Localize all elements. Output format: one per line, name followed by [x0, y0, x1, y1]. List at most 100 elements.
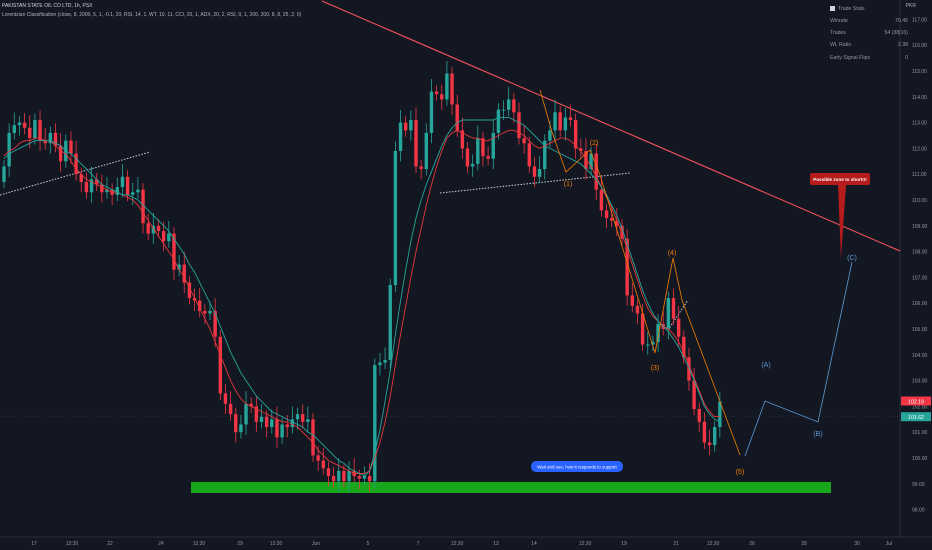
candle-body [259, 416, 264, 422]
candle-body [682, 336, 686, 358]
candle-body [548, 130, 552, 141]
candle-body [125, 176, 130, 195]
x-tick-label: 24 [158, 541, 164, 547]
candle-body [398, 122, 403, 151]
candle-body [218, 336, 222, 394]
last-price-tag [901, 396, 931, 406]
candle-body [460, 130, 465, 149]
candle-body [718, 401, 722, 428]
candle-body [79, 174, 83, 182]
candle-body [156, 225, 161, 231]
candle-body [373, 365, 377, 482]
candle-body [306, 419, 310, 422]
candle-body [481, 138, 485, 157]
candle-body [43, 140, 47, 144]
candle-body [244, 403, 248, 425]
candle-body [615, 220, 619, 226]
candle-body [228, 403, 233, 415]
candle-body [342, 470, 346, 482]
candle-body [208, 310, 212, 314]
candle-body [455, 104, 459, 131]
wave-label: (C) [847, 255, 857, 262]
candle-body [512, 99, 516, 113]
candle-body [198, 300, 202, 311]
candle-body [532, 166, 537, 177]
short-zone-callout [810, 173, 870, 258]
candle-body [702, 421, 707, 443]
candle-body [646, 344, 650, 346]
dotted-wave-line [667, 299, 689, 331]
x-tick-label: 7 [417, 541, 420, 547]
wave-label: (2) [590, 140, 599, 147]
candle-body [84, 181, 89, 193]
candle-body [120, 176, 125, 188]
candle-body [301, 414, 305, 422]
candle-body [270, 419, 274, 428]
candle-body [290, 419, 295, 428]
candle-body [22, 122, 27, 128]
stats-label: WL Ratio [830, 42, 852, 49]
candle-body [589, 153, 593, 170]
y-tick-label: 107.00 [912, 275, 928, 281]
candle-body [131, 192, 135, 195]
symbol-title: PAKISTAN STATE OIL CO LTD, 1h, PSX [2, 3, 93, 9]
candle-body [177, 264, 181, 270]
candle-body [285, 424, 289, 428]
candle-body [69, 140, 73, 154]
x-tick-label: 12:30 [451, 541, 464, 547]
candle-body [713, 427, 717, 446]
y-tick-label: 106.00 [912, 301, 928, 307]
candle-body [311, 419, 315, 456]
candle-body [33, 120, 37, 139]
stats-title: Trade Stats [838, 5, 865, 12]
candle-body [388, 285, 392, 360]
candle-body [563, 117, 568, 131]
candle-body [496, 109, 501, 133]
x-tick-label: Jun [312, 541, 320, 547]
candle-body [213, 310, 217, 337]
candle-body [331, 476, 336, 482]
candle-body [393, 150, 398, 286]
y-tick-label: 112.00 [912, 146, 927, 152]
candle-body [610, 218, 614, 221]
candle-body [187, 282, 192, 299]
stats-label: Trades [830, 30, 846, 37]
candle-body [192, 298, 197, 301]
candle-body [105, 189, 109, 193]
wave-label: (3) [651, 365, 660, 372]
candle-body [635, 305, 640, 314]
y-tick-label: 115.00 [912, 69, 927, 75]
x-tick-label: 14 [531, 541, 537, 547]
ma-price-text: 101.62 [908, 415, 924, 421]
candle-body [692, 380, 696, 409]
candle-body [687, 357, 691, 381]
short-zone-text: Possible zone to short!!! [813, 177, 867, 182]
candle-body [527, 143, 531, 167]
candle-body [280, 424, 284, 438]
indicator-title: Lorentzian Classification (close, 8, 200… [2, 12, 302, 18]
candle-body [579, 148, 583, 151]
dotted-neckline [439, 172, 631, 194]
candle-body [568, 117, 573, 121]
candle-body [573, 120, 578, 149]
candle-body [470, 163, 475, 167]
wave-label: (5) [736, 469, 745, 476]
candle-body [697, 408, 701, 422]
candle-body [58, 145, 63, 162]
y-tick-label: 109.00 [912, 224, 928, 230]
candle-body [378, 362, 382, 366]
y-tick-label: 102.00 [912, 404, 928, 410]
y-tick-label: 114.00 [912, 95, 927, 101]
candle-body [651, 341, 655, 345]
x-tick-label: 12:30 [66, 541, 79, 547]
wave-label: (1) [564, 181, 573, 188]
y-tick-label: 101.00 [912, 430, 928, 436]
x-tick-label: 29 [237, 541, 243, 547]
candle-body [507, 99, 511, 110]
candle-body [357, 476, 362, 479]
candle-body [347, 470, 351, 482]
candle-body [321, 460, 325, 469]
candle-body [476, 138, 480, 164]
support-note-bubble [531, 461, 623, 472]
